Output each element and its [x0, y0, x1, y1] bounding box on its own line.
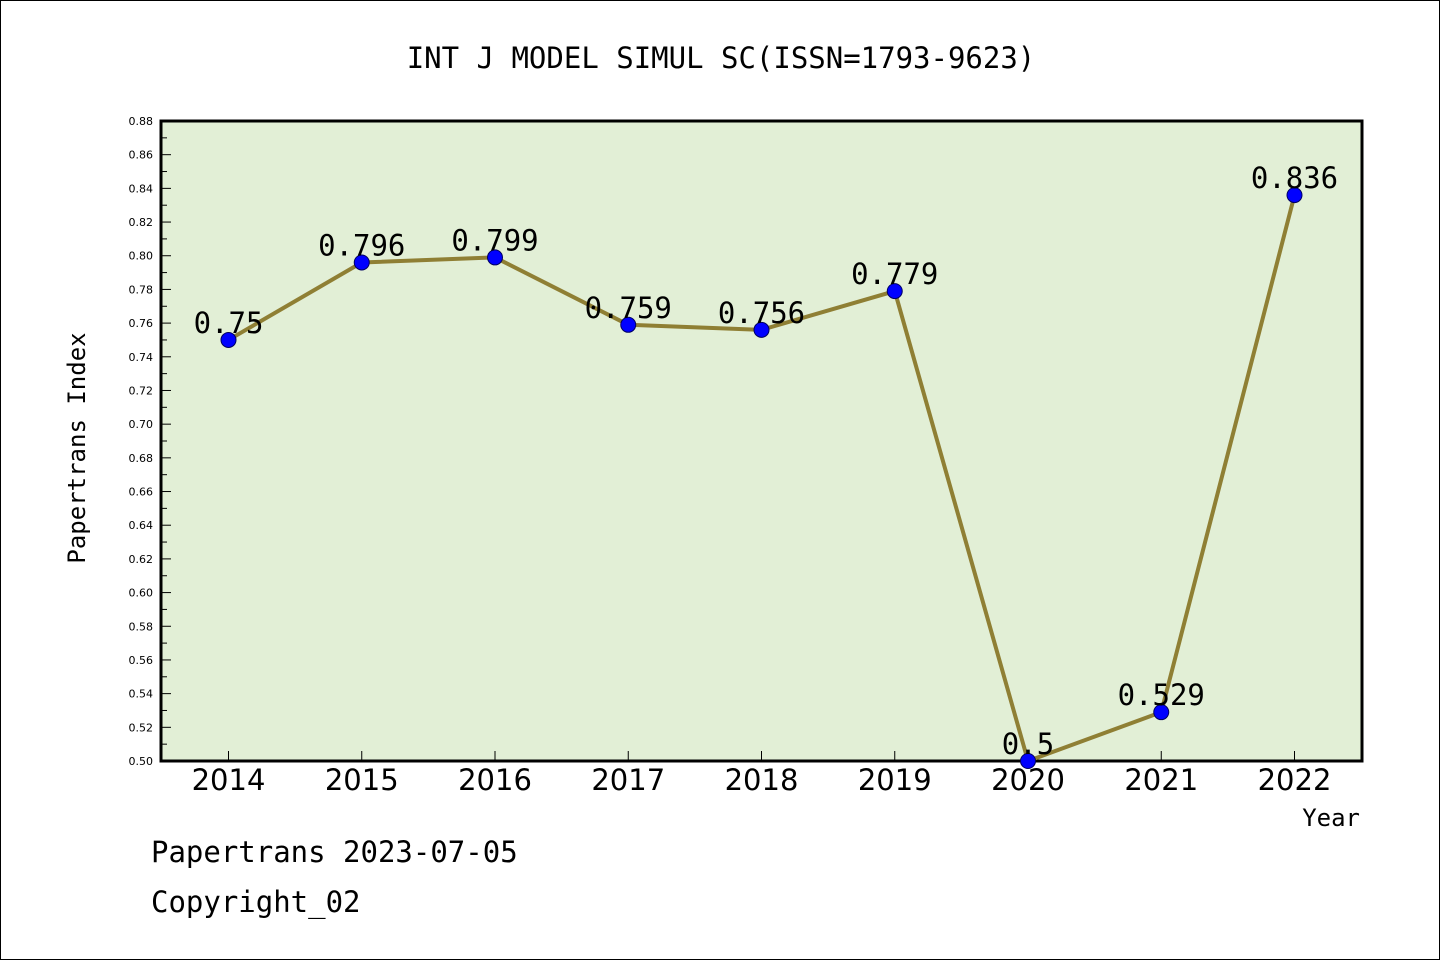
footer-copyright-text: Copyright_02	[151, 885, 361, 919]
data-label-2014: 0.75	[194, 306, 264, 340]
plot-area	[159, 119, 1364, 763]
data-point-2020	[1020, 753, 1036, 769]
x-axis: 2014 2015 2016 2017 2018 2019 2020 2021 2022	[192, 751, 1332, 797]
y-tick-label: 0.84	[129, 182, 154, 195]
y-tick-label: 0.56	[129, 654, 154, 667]
x-tick-label: 2015	[325, 763, 399, 797]
y-tick-label: 0.68	[129, 452, 154, 465]
series-markers	[220, 187, 1303, 769]
y-tick-label: 0.64	[129, 519, 154, 532]
x-tick-label: 2018	[725, 763, 799, 797]
y-tick-label: 0.66	[129, 486, 154, 499]
y-tick-label: 0.80	[129, 250, 154, 263]
data-point-2014	[220, 331, 237, 348]
x-tick-label: 2014	[192, 763, 266, 797]
data-label-2015: 0.796	[318, 228, 405, 262]
data-point-2015	[353, 254, 370, 271]
y-tick-label: 0.86	[129, 149, 154, 162]
y-axis-title: Papertrans Index	[63, 332, 91, 563]
footer-date-text: Papertrans 2023-07-05	[151, 835, 518, 869]
data-label-2017: 0.759	[585, 291, 672, 325]
chart-title: INT J MODEL SIMUL SC(ISSN=1793-9623)	[407, 41, 1036, 75]
y-tick-label: 0.58	[129, 620, 154, 633]
data-label-2020: 0.5	[1002, 727, 1054, 761]
y-axis: 0.50 0.52 0.54 0.56 0.58 0.60 0.62 0.64 0.66 0.68…	[129, 115, 171, 768]
data-labels: 0.75 0.796 0.799 0.759 0.756 0.779 0.5 0.529 0.8…	[194, 161, 1339, 761]
data-point-2016	[487, 249, 503, 266]
y-tick-label: 0.72	[129, 384, 154, 397]
x-axis-title: Year	[1302, 804, 1360, 832]
y-tick-label: 0.78	[129, 283, 154, 296]
y-tick-label: 0.62	[129, 553, 154, 566]
y-tick-label: 0.54	[129, 688, 154, 701]
y-tick-label: 0.60	[129, 587, 154, 600]
y-tick-label: 0.52	[129, 721, 154, 734]
data-label-2021: 0.529	[1118, 678, 1205, 712]
x-tick-label: 2022	[1258, 763, 1332, 797]
data-label-2019: 0.779	[851, 257, 938, 291]
y-tick-label: 0.74	[129, 351, 154, 364]
x-tick-label: 2019	[858, 763, 932, 797]
data-label-2016: 0.799	[451, 223, 538, 257]
x-tick-label: 2016	[458, 763, 532, 797]
data-point-2019	[886, 283, 903, 300]
data-point-2021	[1153, 704, 1170, 721]
x-tick-label: 2021	[1124, 763, 1198, 797]
y-tick-label: 0.88	[129, 115, 154, 128]
data-label-2018: 0.756	[718, 296, 805, 330]
data-point-2018	[753, 321, 770, 338]
y-tick-label: 0.76	[129, 317, 154, 330]
y-tick-label: 0.70	[129, 418, 154, 431]
data-point-2017	[620, 316, 637, 333]
x-tick-label: 2017	[591, 763, 665, 797]
y-tick-label: 0.82	[129, 216, 154, 229]
y-tick-label: 0.50	[129, 755, 154, 768]
data-label-2022: 0.836	[1251, 161, 1338, 195]
data-point-2022	[1286, 187, 1303, 204]
